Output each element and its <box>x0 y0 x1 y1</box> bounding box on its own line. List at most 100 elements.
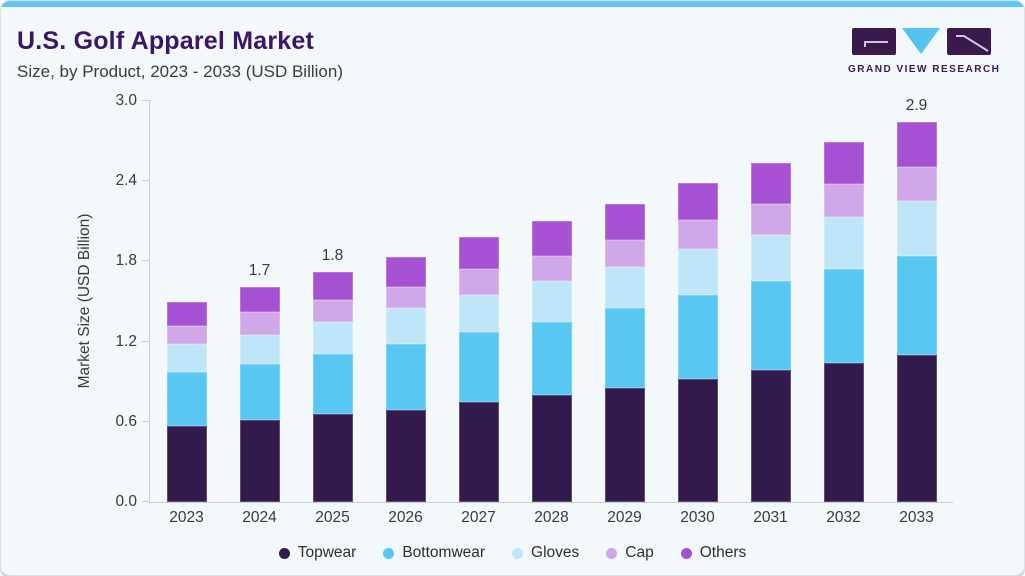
bar-segment-others-2030 <box>677 182 718 220</box>
bar-slot-2024: 1.7 2024 <box>223 101 296 526</box>
bar-segment-topwear-2029 <box>604 388 645 502</box>
bar-segment-bottomwear-2026 <box>385 344 426 410</box>
bar-segment-gloves-2026 <box>385 308 426 345</box>
legend-label-cap: Cap <box>625 544 654 561</box>
bar-slot-2028: 2028 <box>515 101 588 526</box>
bar-slot-2032: 2032 <box>807 101 880 526</box>
gvr-logo-text: GRAND VIEW RESEARCH <box>848 64 1001 75</box>
bar-2029 <box>604 203 645 502</box>
bar-segment-cap-2024 <box>239 312 280 335</box>
bar-segment-topwear-2030 <box>677 379 718 502</box>
y-tick-mark <box>142 501 150 502</box>
top-accent-bar <box>1 1 1024 7</box>
bar-segment-gloves-2029 <box>604 266 645 309</box>
y-tick-label-1.8: 1.8 <box>115 252 137 270</box>
chart-header: U.S. Golf Apparel Market Size, by Produc… <box>17 27 343 82</box>
bar-segment-others-2026 <box>385 257 426 287</box>
bar-segment-gloves-2023 <box>166 344 207 373</box>
y-tick-mark <box>142 340 150 342</box>
y-tick-label-1.2: 1.2 <box>115 332 137 350</box>
bar-segment-gloves-2033 <box>896 201 937 257</box>
legend-swatch-cap <box>606 547 618 559</box>
bar-segment-cap-2026 <box>385 286 426 309</box>
x-axis-label-2029: 2029 <box>607 509 642 526</box>
bar-2028 <box>531 221 572 502</box>
y-tick-mark <box>142 100 150 101</box>
bar-segment-bottomwear-2023 <box>166 372 207 426</box>
bars-container: 2023 1.7 2024 1.8 2025 2026 2027 2028 2029 2030 20… <box>150 97 953 526</box>
legend-item-gloves: Gloves <box>512 544 579 562</box>
bar-2024 <box>239 286 280 502</box>
x-axis-label-2032: 2032 <box>826 509 861 526</box>
page-title: U.S. Golf Apparel Market <box>17 27 314 55</box>
bar-segment-bottomwear-2028 <box>531 321 572 396</box>
bar-segment-others-2025 <box>312 272 353 301</box>
legend-swatch-gloves <box>512 547 524 559</box>
bar-segment-cap-2025 <box>312 300 353 322</box>
bar-segment-topwear-2024 <box>239 420 280 502</box>
y-tick-label-0.6: 0.6 <box>115 412 137 430</box>
y-tick-label-2.4: 2.4 <box>115 172 137 190</box>
x-axis-label-2024: 2024 <box>242 509 277 526</box>
bar-segment-topwear-2026 <box>385 409 426 502</box>
y-tick-mark <box>142 260 150 262</box>
bar-segment-bottomwear-2025 <box>312 353 353 414</box>
legend-label-others: Others <box>699 544 747 561</box>
bar-2027 <box>458 237 499 502</box>
bar-segment-gloves-2028 <box>531 281 572 322</box>
bar-segment-others-2031 <box>750 162 791 204</box>
bar-segment-others-2033 <box>896 122 937 167</box>
bar-2026 <box>385 257 426 502</box>
bar-segment-bottomwear-2030 <box>677 294 718 380</box>
bar-segment-others-2032 <box>823 142 864 184</box>
bar-slot-2025: 1.8 2025 <box>296 101 369 526</box>
bar-segment-others-2029 <box>604 203 645 241</box>
y-tick-mark <box>142 420 150 422</box>
bar-segment-bottomwear-2033 <box>896 256 937 355</box>
x-axis-label-2026: 2026 <box>388 509 423 526</box>
bar-segment-cap-2030 <box>677 219 718 250</box>
plot-area: 0.0 0.6 1.2 1.8 2.4 3.0 2023 1.7 2024 1.8 2025 2026… <box>115 92 953 526</box>
bar-segment-gloves-2027 <box>458 294 499 333</box>
x-axis-label-2031: 2031 <box>753 509 788 526</box>
x-axis-label-2030: 2030 <box>680 509 715 526</box>
bar-segment-cap-2029 <box>604 240 645 267</box>
bar-slot-2027: 2027 <box>442 101 515 526</box>
bar-2025 <box>312 272 353 502</box>
bar-total-label-2024: 1.7 <box>248 261 271 279</box>
bar-segment-topwear-2025 <box>312 413 353 502</box>
gvr-logo-icon <box>852 28 991 55</box>
bar-slot-2033: 2.9 2033 <box>880 97 953 526</box>
bar-total-label-2025: 1.8 <box>321 247 344 265</box>
gvr-logo: GRAND VIEW RESEARCH <box>848 28 1001 75</box>
x-axis-label-2028: 2028 <box>534 509 569 526</box>
legend-item-others: Others <box>680 544 747 562</box>
legend-label-gloves: Gloves <box>531 544 580 561</box>
legend-label-bottomwear: Bottomwear <box>402 544 486 561</box>
bar-segment-cap-2032 <box>823 183 864 218</box>
bar-2023 <box>166 301 207 502</box>
legend-item-bottomwear: Bottomwear <box>383 544 485 562</box>
legend-swatch-others <box>680 547 692 559</box>
bar-2033 <box>896 122 937 502</box>
bar-segment-cap-2028 <box>531 256 572 282</box>
bar-slot-2029: 2029 <box>588 101 661 526</box>
bar-2032 <box>823 142 864 502</box>
bar-segment-bottomwear-2027 <box>458 332 499 402</box>
legend-label-topwear: Topwear <box>297 544 357 561</box>
bar-segment-bottomwear-2031 <box>750 281 791 370</box>
y-tick-mark <box>142 180 150 182</box>
bar-segment-topwear-2028 <box>531 395 572 502</box>
bar-segment-others-2023 <box>166 301 207 326</box>
bar-slot-2030: 2030 <box>661 101 734 526</box>
x-axis-label-2023: 2023 <box>169 509 204 526</box>
bar-slot-2026: 2026 <box>369 101 442 526</box>
bar-2030 <box>677 182 718 502</box>
bar-segment-topwear-2033 <box>896 354 937 502</box>
legend-item-cap: Cap <box>606 544 654 562</box>
bar-segment-gloves-2025 <box>312 321 353 354</box>
bar-segment-bottomwear-2029 <box>604 308 645 389</box>
bar-2031 <box>750 162 791 502</box>
legend-swatch-bottomwear <box>383 547 395 559</box>
x-axis-label-2033: 2033 <box>899 509 934 526</box>
